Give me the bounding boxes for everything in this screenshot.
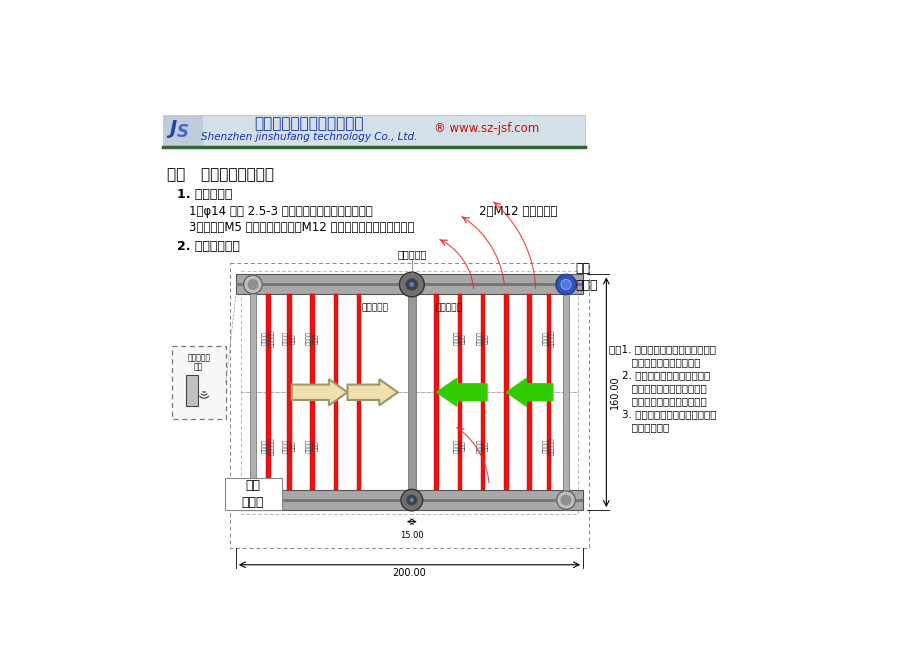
Text: 主机
右向机: 主机 右向机 <box>574 262 597 292</box>
Bar <box>527 294 531 490</box>
Text: 四、   闸机安装调试说明: 四、 闸机安装调试说明 <box>166 167 274 182</box>
Text: 防夹电阻
（底）: 防夹电阻 （底） <box>306 331 318 346</box>
Bar <box>357 294 361 490</box>
Text: 右向开门
行程（底）: 右向开门 行程（底） <box>542 329 554 347</box>
Bar <box>235 283 583 286</box>
FancyArrow shape <box>505 378 552 406</box>
Text: 底位: 底位 <box>194 362 203 371</box>
Text: （无连机线）: （无连机线） <box>608 422 669 432</box>
Circle shape <box>409 282 414 287</box>
Text: 2. 本闸机定义：: 2. 本闸机定义： <box>176 240 240 253</box>
Text: 深圳市金顺方科技有限公司: 深圳市金顺方科技有限公司 <box>254 116 363 131</box>
Circle shape <box>244 275 262 294</box>
Circle shape <box>561 279 571 290</box>
Circle shape <box>409 498 414 502</box>
Bar <box>235 499 583 502</box>
Text: 15.00: 15.00 <box>400 531 423 540</box>
Bar <box>250 275 255 510</box>
Bar <box>562 275 569 510</box>
Text: 左向开门
行程（高）: 左向开门 行程（高） <box>262 329 274 347</box>
Bar <box>334 294 338 490</box>
Text: 左向关门
行程（底）: 左向关门 行程（底） <box>262 437 274 455</box>
Circle shape <box>406 495 417 505</box>
Bar <box>546 294 550 490</box>
Bar <box>235 275 583 294</box>
Bar <box>186 376 198 406</box>
FancyBboxPatch shape <box>225 478 282 510</box>
Bar <box>241 393 577 514</box>
Circle shape <box>247 495 257 505</box>
Bar <box>457 294 461 490</box>
Text: 3）工具：M5 内六角螺钉扳手、M12 螺丝钉扳手、小一字螺丝刀: 3）工具：M5 内六角螺钉扳手、M12 螺丝钉扳手、小一字螺丝刀 <box>189 221 414 234</box>
Bar <box>407 275 415 510</box>
Bar <box>266 294 270 490</box>
Bar <box>163 115 584 146</box>
Bar <box>163 115 203 146</box>
Text: 注：1. 人面对主机，左手边进入为左: 注：1. 人面对主机，左手边进入为左 <box>608 344 716 353</box>
Text: 防夹电阻
（底）: 防夹电阻 （底） <box>283 331 295 346</box>
Text: 防夹电阻
（高）: 防夹电阻 （高） <box>477 439 489 453</box>
Text: 向，右手边进入为右向。: 向，右手边进入为右向。 <box>608 357 700 367</box>
Bar <box>287 294 291 490</box>
FancyArrow shape <box>347 379 397 406</box>
Bar <box>434 294 438 490</box>
Text: 防夹电阻
（底）: 防夹电阻 （底） <box>306 439 318 453</box>
Text: 读卡器安装: 读卡器安装 <box>187 353 210 363</box>
FancyArrow shape <box>291 379 347 406</box>
Circle shape <box>405 279 417 290</box>
Bar <box>171 346 225 419</box>
Circle shape <box>243 490 263 510</box>
Bar <box>235 490 583 510</box>
Text: Shenzhen jinshufang technology Co., Ltd.: Shenzhen jinshufang technology Co., Ltd. <box>200 132 416 142</box>
Circle shape <box>561 495 571 505</box>
Text: 副机
左向机: 副机 左向机 <box>242 479 264 509</box>
Text: 应的限位开关定义为右位。: 应的限位开关定义为右位。 <box>608 396 707 406</box>
Text: 1）φ14 芯线 2.5-3 米。（可根据需要减少芯数）: 1）φ14 芯线 2.5-3 米。（可根据需要减少芯数） <box>189 205 373 218</box>
Text: 1. 材料准备：: 1. 材料准备： <box>176 188 233 201</box>
Text: 防夹电阻
（高）: 防夹电阻 （高） <box>453 331 465 346</box>
Bar <box>241 271 577 393</box>
Text: 200.00: 200.00 <box>392 568 425 578</box>
Text: 右向关门
行程（底）: 右向关门 行程（底） <box>542 437 554 455</box>
Circle shape <box>555 275 575 294</box>
Text: 防夹电阻
（高）: 防夹电阻 （高） <box>477 331 489 346</box>
Bar <box>504 294 508 490</box>
Circle shape <box>399 272 424 297</box>
Text: J: J <box>169 118 176 137</box>
Text: 左位（底）: 左位（底） <box>361 304 388 312</box>
Text: 零位（底）: 零位（底） <box>397 249 426 259</box>
Text: ® www.sz-jsf.com: ® www.sz-jsf.com <box>434 122 539 135</box>
Bar <box>481 294 485 490</box>
Text: 右位（高）: 右位（高） <box>435 304 461 312</box>
Text: 定义为左位；右向开闸，对: 定义为左位；右向开闸，对 <box>608 383 707 393</box>
Text: 160.00: 160.00 <box>609 376 619 409</box>
Text: 防夹电阻
（底）: 防夹电阻 （底） <box>283 439 295 453</box>
FancyArrow shape <box>437 378 486 406</box>
Bar <box>310 294 314 490</box>
Circle shape <box>401 490 422 511</box>
Circle shape <box>556 491 574 509</box>
Text: 3. 如使用单机，就仅使用主机。: 3. 如使用单机，就仅使用主机。 <box>608 409 716 419</box>
Text: 防夹电阻
（高）: 防夹电阻 （高） <box>453 439 465 453</box>
Bar <box>230 263 589 548</box>
Text: S: S <box>177 123 189 141</box>
Text: 2）M12 地脚螺钉。: 2）M12 地脚螺钉。 <box>479 205 557 218</box>
Circle shape <box>247 279 258 290</box>
Text: 2. 左向开闸，对应的限位开关: 2. 左向开闸，对应的限位开关 <box>608 370 710 380</box>
